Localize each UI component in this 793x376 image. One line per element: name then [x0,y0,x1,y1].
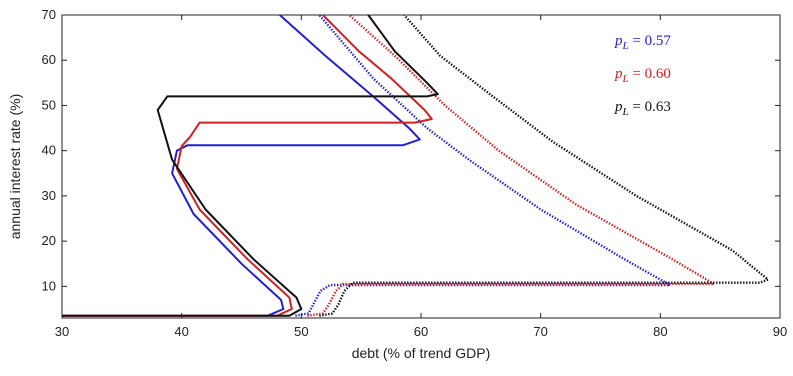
x-tick-label: 90 [773,324,787,339]
y-axis-label: annual interest rate (%) [7,94,23,240]
x-tick-label: 60 [414,324,428,339]
y-tick-label: 60 [42,52,56,67]
y-tick-label: 20 [42,233,56,248]
series-0-dotted-line [295,15,675,317]
series-2-dotted-line [319,15,771,317]
x-tick-label: 80 [653,324,667,339]
legend-entry: pL = 0.60 [614,66,671,85]
x-axis-label: debt (% of trend GDP) [352,345,491,361]
y-tick-label: 40 [42,143,56,158]
y-tick-label: 50 [42,97,56,112]
y-tick-label: 70 [42,7,56,22]
x-tick-label: 30 [55,324,69,339]
x-tick-label: 50 [294,324,308,339]
legend-entry: pL = 0.63 [614,99,671,118]
legend-entry: pL = 0.57 [614,33,671,52]
y-tick-label: 30 [42,188,56,203]
series-2-solid-line [62,15,439,317]
series-0-solid-line [62,15,421,317]
x-tick-label: 70 [533,324,547,339]
plot-frame [61,14,781,319]
series-1-dotted-line [307,15,719,317]
x-tick-label: 40 [174,324,188,339]
series-1-solid-line [62,15,433,317]
y-tick-label: 10 [42,278,56,293]
